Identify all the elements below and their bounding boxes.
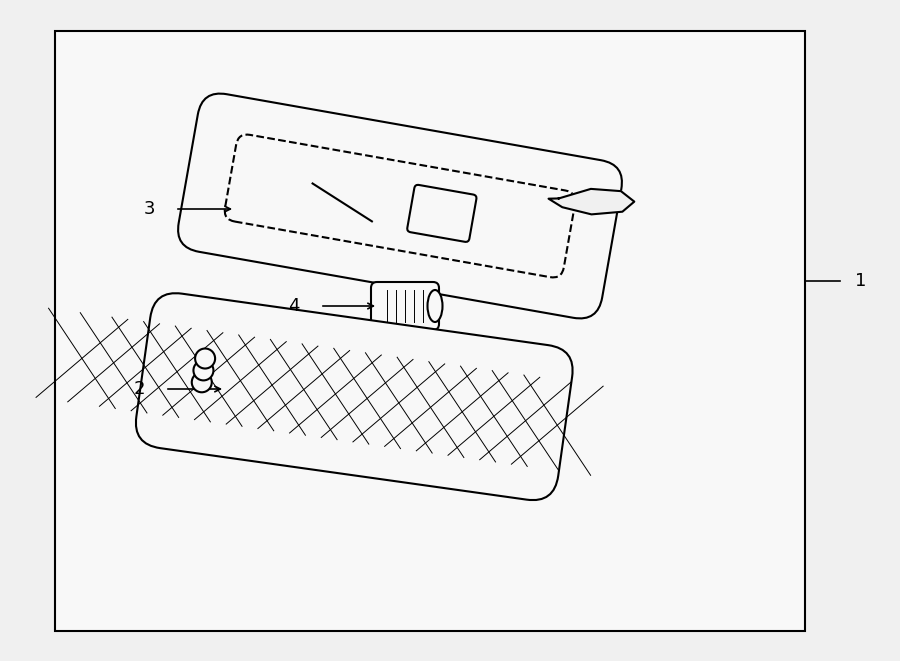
FancyBboxPatch shape — [55, 31, 805, 631]
Text: 1: 1 — [855, 272, 867, 290]
Circle shape — [194, 360, 213, 380]
FancyBboxPatch shape — [408, 185, 476, 242]
Circle shape — [192, 372, 211, 392]
Text: 3: 3 — [143, 200, 155, 218]
Circle shape — [195, 348, 215, 369]
FancyBboxPatch shape — [178, 94, 622, 319]
Polygon shape — [548, 189, 634, 214]
FancyBboxPatch shape — [225, 135, 575, 278]
FancyBboxPatch shape — [136, 293, 572, 500]
Ellipse shape — [428, 290, 443, 322]
Text: 2: 2 — [133, 380, 145, 398]
Text: 4: 4 — [289, 297, 300, 315]
FancyBboxPatch shape — [371, 282, 439, 330]
